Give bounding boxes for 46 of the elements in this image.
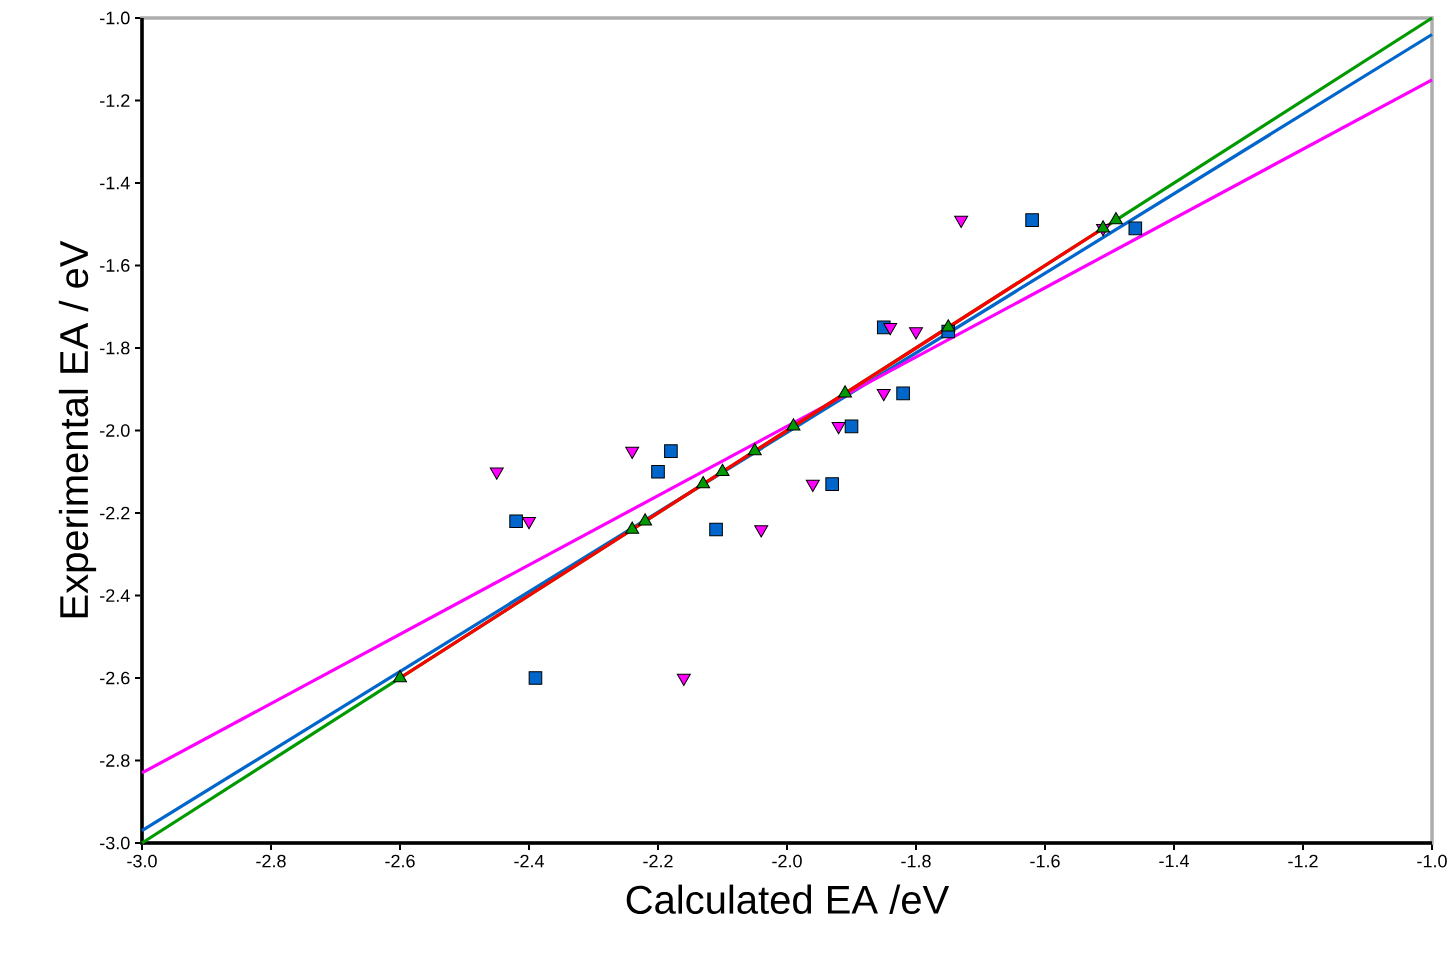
point <box>651 464 665 479</box>
x-tick-label: -2.8 <box>256 854 286 868</box>
x-tick-label: -1.6 <box>1030 854 1060 868</box>
point <box>709 522 723 537</box>
y-axis-title: Experimental EA / eV <box>58 240 97 618</box>
point <box>747 443 762 456</box>
point <box>638 513 653 526</box>
y-tick-label: -2.6 <box>100 671 130 685</box>
y-tick-label: -2.2 <box>100 506 130 520</box>
y-tick-label: -1.8 <box>100 341 130 355</box>
x-tick-label: -2.4 <box>514 854 544 868</box>
point <box>664 444 678 458</box>
y-tick-label: -1.0 <box>100 11 130 25</box>
y-tick-label: -1.4 <box>100 176 130 190</box>
x-tick-label: -1.2 <box>1288 854 1318 868</box>
point <box>825 477 839 491</box>
x-tick-label: -2.0 <box>772 854 802 868</box>
point <box>528 671 543 685</box>
y-tick-label: -1.6 <box>100 259 130 272</box>
point <box>1096 220 1111 233</box>
point <box>1108 212 1123 225</box>
point <box>676 673 691 686</box>
x-tick-label: -2.2 <box>643 854 673 868</box>
point <box>896 386 910 401</box>
y-tick-label: -2.4 <box>100 589 130 602</box>
point <box>941 319 956 332</box>
point <box>715 463 730 476</box>
point <box>696 476 711 489</box>
point <box>786 418 801 431</box>
y-tick-label: -3.0 <box>100 836 130 850</box>
point <box>844 419 859 434</box>
x-tick-label: -1.8 <box>901 854 931 868</box>
x-tick-label: -1.0 <box>1417 854 1447 868</box>
x-tick-label: -3.0 <box>127 854 157 868</box>
point <box>1025 213 1039 227</box>
x-tick-label: -2.6 <box>385 854 415 868</box>
point <box>625 521 640 534</box>
y-tick-label: -2.0 <box>100 424 130 437</box>
x-axis-title: Calculated EA /eV <box>626 884 950 914</box>
point <box>1128 221 1143 236</box>
point <box>393 670 407 683</box>
point <box>509 514 523 529</box>
point <box>838 385 853 398</box>
x-tick-label: -1.4 <box>1159 854 1189 868</box>
y-tick-label: -2.8 <box>100 754 130 767</box>
y-tick-label: -1.2 <box>100 94 130 107</box>
